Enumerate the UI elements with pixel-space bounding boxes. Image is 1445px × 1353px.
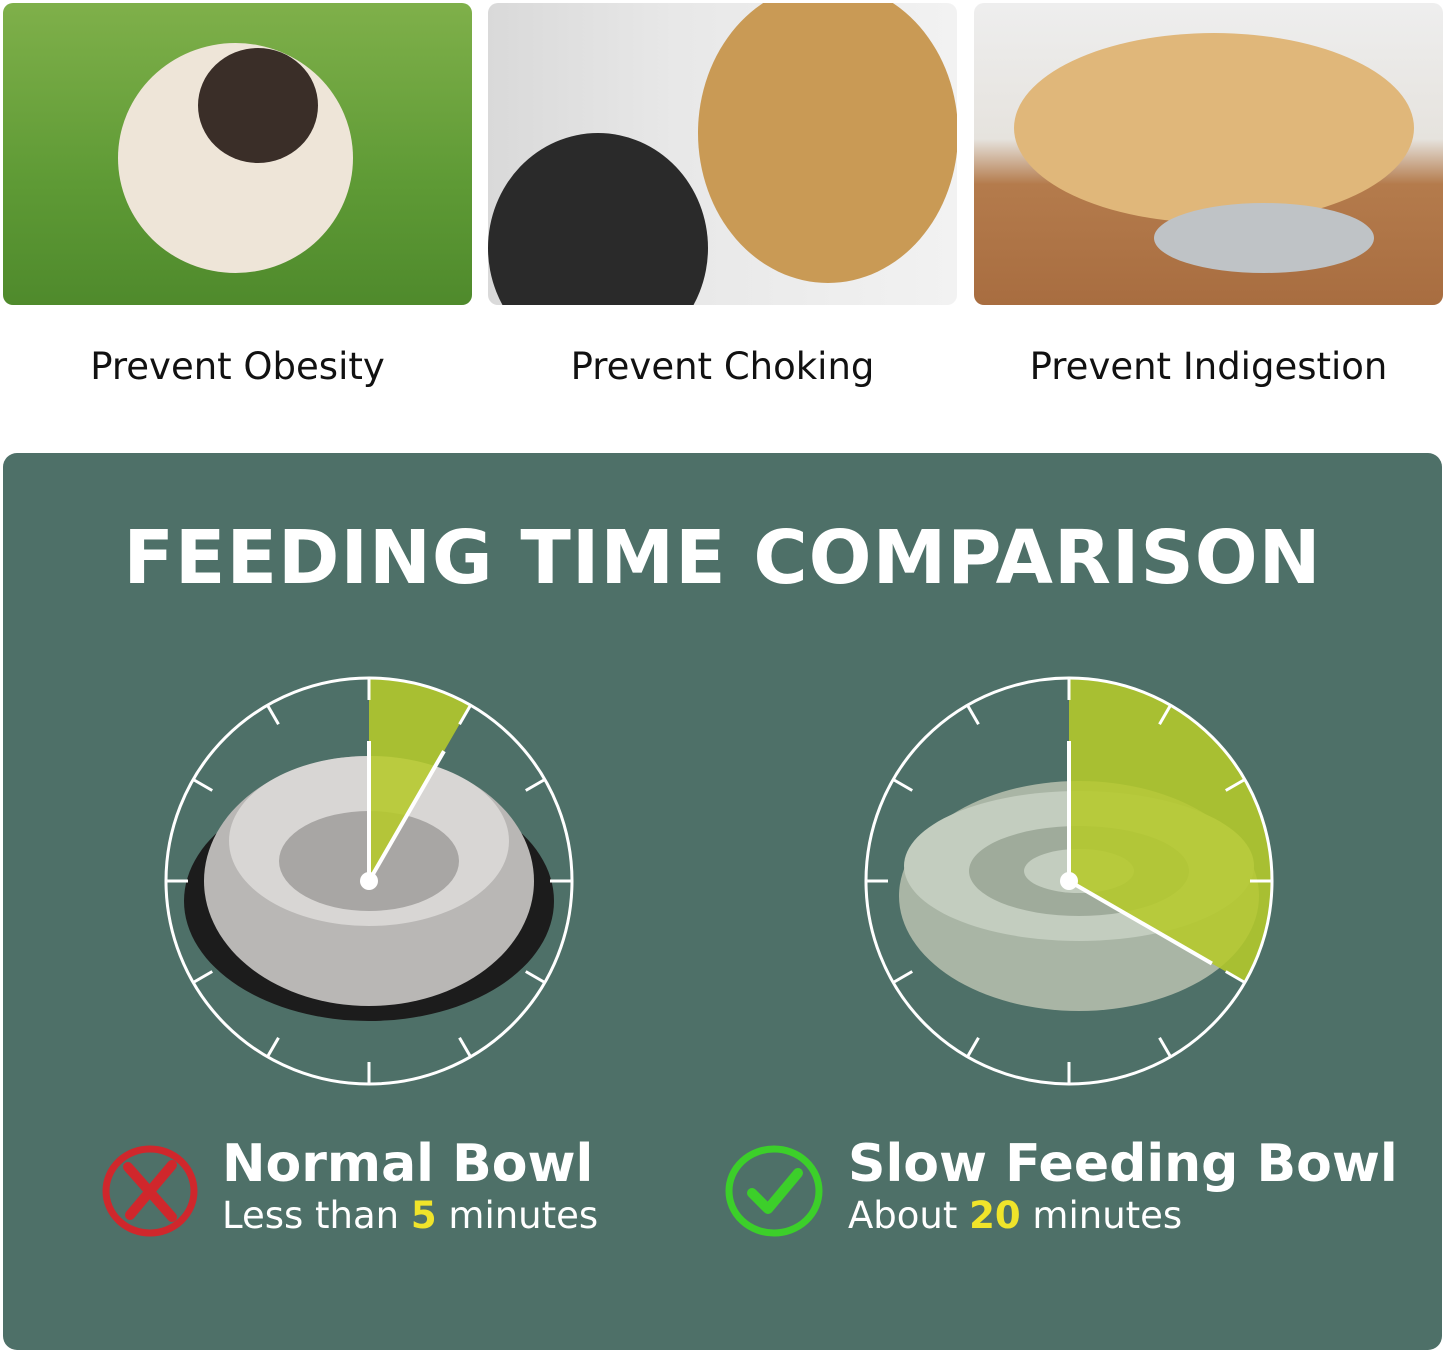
labrador-photo [974,3,1443,305]
clock-tick [525,970,546,984]
clock-tick [1225,778,1246,792]
clock-tick [266,1037,280,1058]
clock-tick [266,704,280,725]
time-value: 5 [410,1194,437,1237]
clock-tick [892,970,913,984]
slow-bowl-label: Slow Feeding Bowl About 20 minutes [848,1135,1398,1239]
clock-tick [1158,1037,1172,1058]
normal-bowl-clock [164,676,574,1086]
time-suffix: minutes [1020,1194,1183,1237]
time-value: 20 [969,1194,1021,1237]
time-prefix: About [848,1194,970,1237]
normal-bowl-label: Normal Bowl Less than 5 minutes [222,1135,598,1239]
clock-tick [192,970,213,984]
elapsed-time-wedge [369,678,471,881]
time-suffix: minutes [436,1194,599,1237]
clock-hand-end [367,750,446,883]
slow-bowl-clock [864,676,1274,1086]
comparison-title: FEEDING TIME COMPARISON [123,515,1322,601]
normal-bowl-time: Less than 5 minutes [222,1193,598,1239]
clock-tick [966,704,980,725]
pug-photo [3,3,472,305]
clock-tick [458,1037,472,1058]
slow-bowl-time: About 20 minutes [848,1193,1398,1239]
clock-tick [525,778,546,792]
clock-tick [458,704,472,725]
caption-prevent-indigestion: Prevent Indigestion [1029,345,1388,388]
clock-hand-end [1068,879,1213,966]
clock-tick [1158,704,1172,725]
check-circle-icon [725,1145,823,1237]
clock-center [1060,872,1078,890]
caption-prevent-choking: Prevent Choking [570,345,875,388]
clock-tick [192,778,213,792]
clock-tick [1225,970,1246,984]
golden-retriever-photo [488,3,957,305]
normal-bowl-name: Normal Bowl [222,1134,594,1194]
clock-tick [892,778,913,792]
slow-bowl-name: Slow Feeding Bowl [848,1134,1398,1194]
clock-tick [966,1037,980,1058]
caption-prevent-obesity: Prevent Obesity [90,345,385,388]
elapsed-time-wedge [1069,678,1272,983]
clock-center [360,872,378,890]
x-circle-icon [102,1145,198,1237]
time-prefix: Less than [222,1194,411,1237]
